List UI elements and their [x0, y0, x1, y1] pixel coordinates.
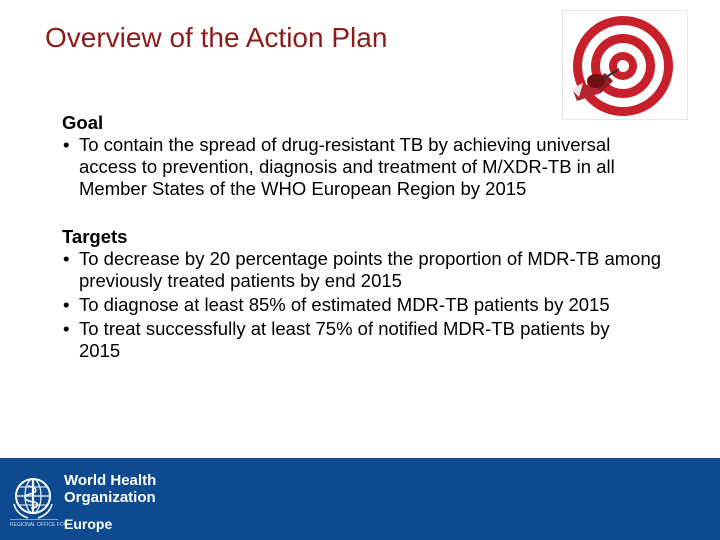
goal-bullet-text: To contain the spread of drug-resistant … — [79, 134, 615, 199]
target-bullet: • To decrease by 20 percentage points th… — [62, 248, 699, 292]
org-name-line2: Organization — [64, 489, 156, 506]
targets-heading: Targets — [62, 226, 128, 247]
footer-bar: World Health Organization REGIONAL OFFIC… — [0, 458, 720, 540]
bullet-dot: • — [63, 248, 70, 269]
goal-heading: Goal — [62, 112, 104, 133]
who-emblem-icon — [8, 474, 58, 524]
bullet-dot: • — [63, 294, 70, 315]
goal-bullet: • To contain the spread of drug-resistan… — [62, 134, 669, 200]
target-bullet: • To diagnose at least 85% of estimated … — [62, 294, 679, 316]
target-bullet-text: To diagnose at least 85% of estimated MD… — [79, 294, 610, 315]
bullet-dot: • — [63, 134, 70, 155]
bullet-dot: • — [63, 318, 70, 339]
target-bullet-text: To treat successfully at least 75% of no… — [79, 318, 610, 361]
logo-divider — [10, 519, 58, 520]
who-wordmark: World Health Organization — [64, 472, 156, 506]
org-name-line1: World Health — [64, 472, 157, 489]
regional-office-label: REGIONAL OFFICE FOR — [10, 522, 68, 528]
who-europe-logo: World Health Organization REGIONAL OFFIC… — [8, 470, 158, 532]
dartboard-target-image — [562, 10, 688, 120]
slide-content: Goal • To contain the spread of drug-res… — [62, 112, 682, 362]
target-bullet-text: To decrease by 20 percentage points the … — [79, 248, 662, 291]
slide-title: Overview of the Action Plan — [45, 22, 388, 53]
region-name: Europe — [64, 516, 113, 532]
target-bullet: • To treat successfully at least 75% of … — [62, 318, 639, 362]
